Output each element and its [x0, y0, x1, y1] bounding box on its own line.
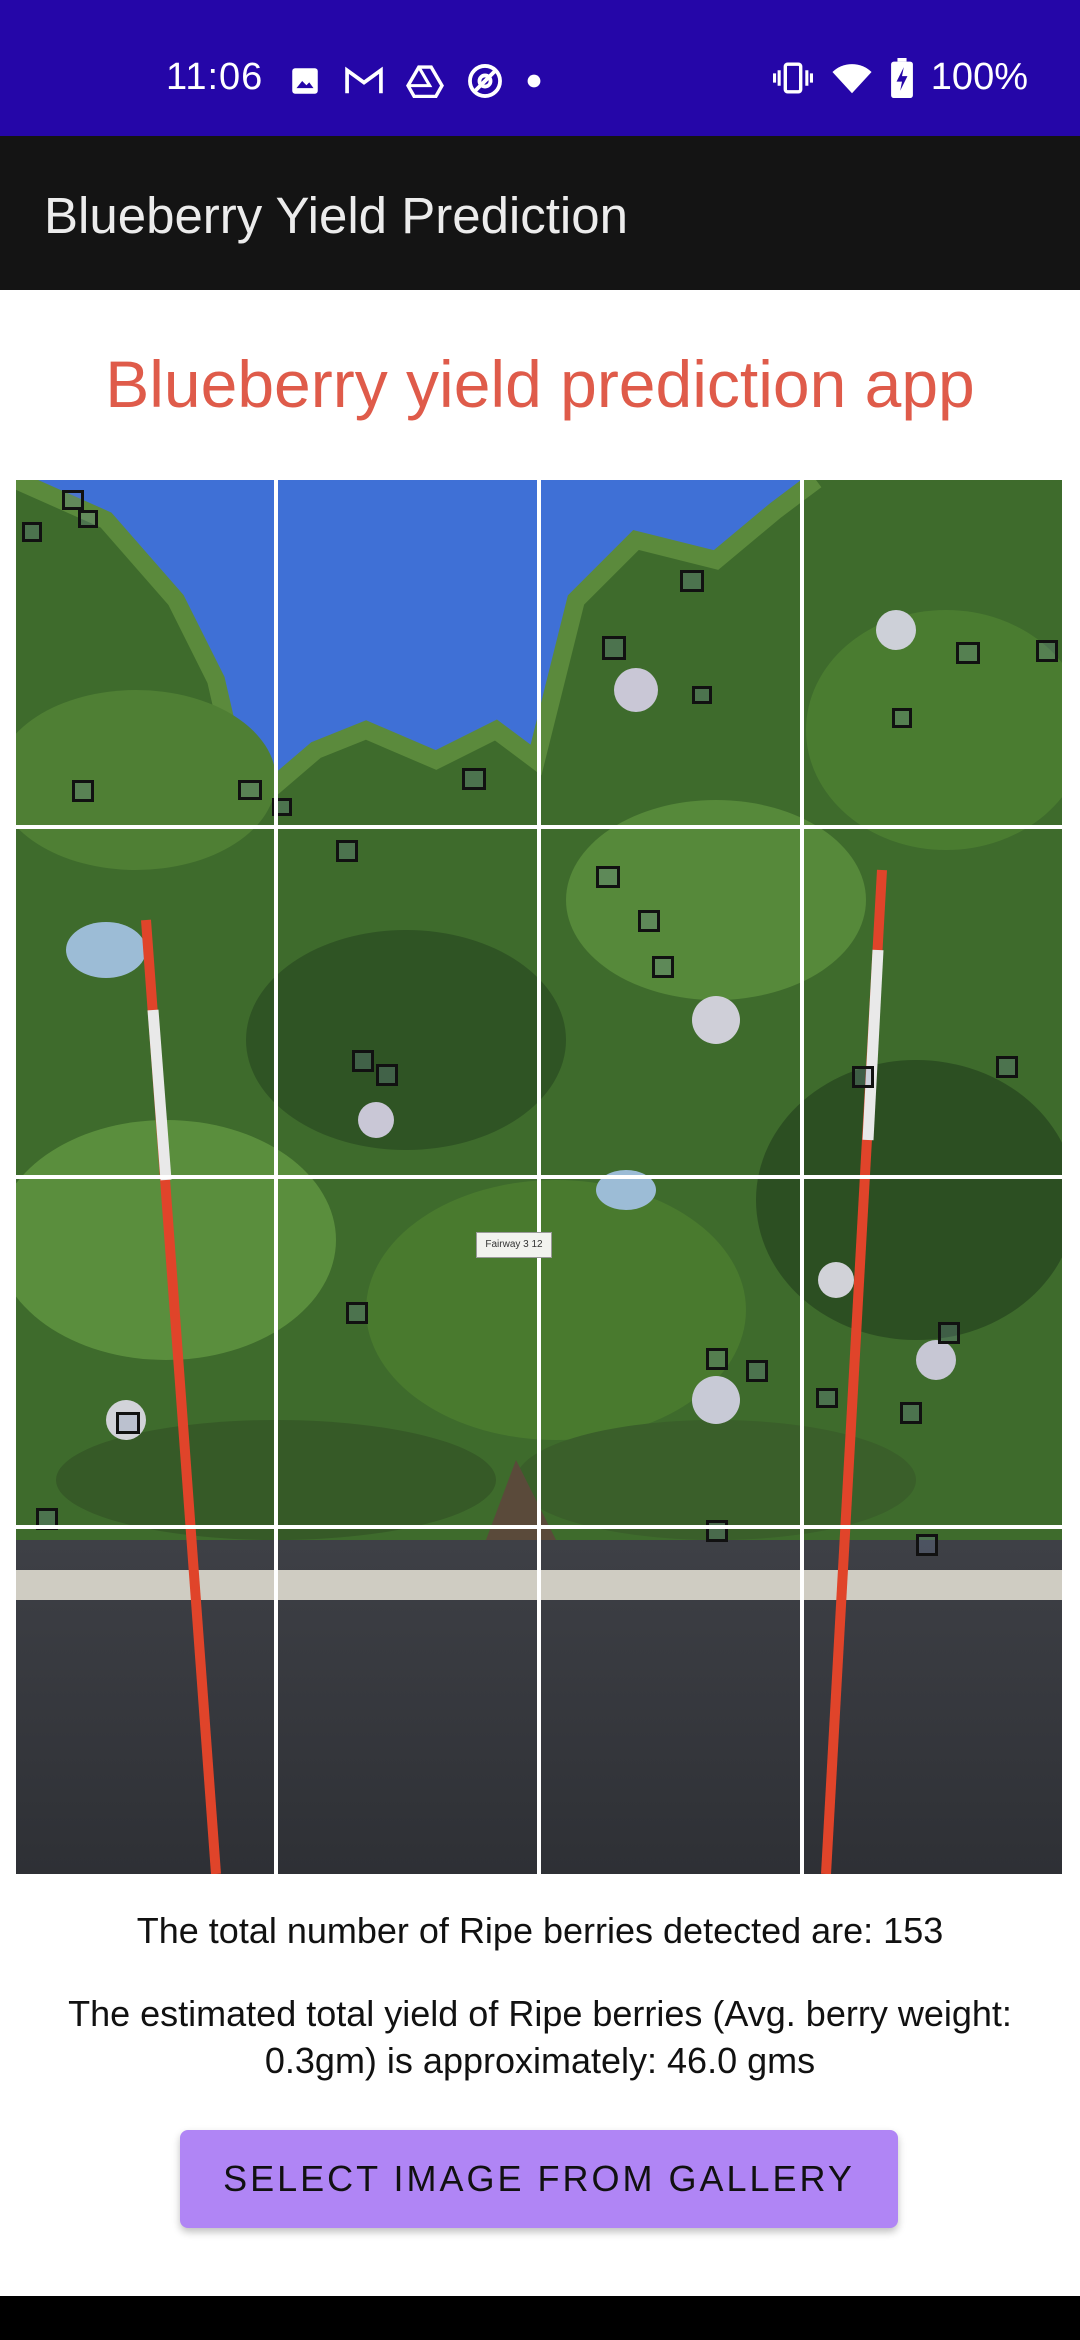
measuring-pole-left	[141, 869, 887, 1874]
detection-box	[1036, 640, 1058, 662]
detection-box	[116, 1412, 140, 1434]
detection-box	[62, 490, 84, 510]
detection-box	[462, 768, 486, 790]
navigation-bar	[0, 2296, 1080, 2340]
status-time: 11:06	[166, 56, 264, 98]
detection-box	[72, 780, 94, 802]
detection-box	[602, 636, 626, 660]
detection-box	[346, 1302, 368, 1324]
detection-box	[892, 708, 912, 728]
image-icon	[288, 64, 322, 98]
ripe-count-text: The total number of Ripe berries detecte…	[136, 1910, 944, 1951]
battery-charging-icon	[890, 57, 913, 98]
detection-box	[638, 910, 660, 932]
detection-result-image	[16, 480, 1062, 1874]
grid-divider	[16, 825, 1062, 829]
app-title: Blueberry Yield Prediction	[44, 187, 628, 244]
detection-box	[652, 956, 674, 978]
system-status: 100%	[772, 56, 1028, 99]
battery-percent: 100%	[930, 56, 1028, 98]
status-bar: 11:06 100%	[0, 0, 1080, 136]
page-heading: Blueberry yield prediction app	[105, 347, 975, 421]
row-tag: Fairway 3 12	[476, 1232, 552, 1258]
detection-box	[852, 1066, 874, 1088]
detection-box	[78, 510, 98, 528]
detection-box	[596, 866, 620, 888]
detection-box	[376, 1064, 398, 1086]
detection-box	[238, 780, 262, 800]
detection-box	[996, 1056, 1018, 1078]
notification-icons	[288, 62, 542, 100]
vibrate-icon	[772, 61, 813, 95]
detection-box	[352, 1050, 374, 1072]
at-icon	[466, 62, 504, 100]
yield-estimate-text: The estimated total yield of Ripe berrie…	[68, 1993, 1012, 2081]
detection-box	[692, 686, 712, 704]
gmail-icon	[344, 64, 384, 98]
detection-box	[680, 570, 704, 592]
detection-box	[22, 522, 42, 542]
grid-divider	[16, 1175, 1062, 1179]
detection-box	[706, 1348, 728, 1370]
detection-box	[916, 1534, 938, 1556]
dot-icon	[526, 73, 542, 89]
detection-box	[956, 642, 980, 664]
detection-box	[706, 1520, 728, 1542]
detection-box	[900, 1402, 922, 1424]
wifi-icon	[831, 61, 873, 95]
detection-box	[336, 840, 358, 862]
grid-divider	[16, 1525, 1062, 1529]
detection-box	[816, 1388, 838, 1408]
detection-box	[746, 1360, 768, 1382]
drive-icon	[406, 64, 444, 98]
app-bar: Blueberry Yield Prediction	[0, 136, 1080, 290]
detection-box	[938, 1322, 960, 1344]
select-image-button[interactable]: SELECT IMAGE FROM GALLERY	[180, 2130, 898, 2228]
